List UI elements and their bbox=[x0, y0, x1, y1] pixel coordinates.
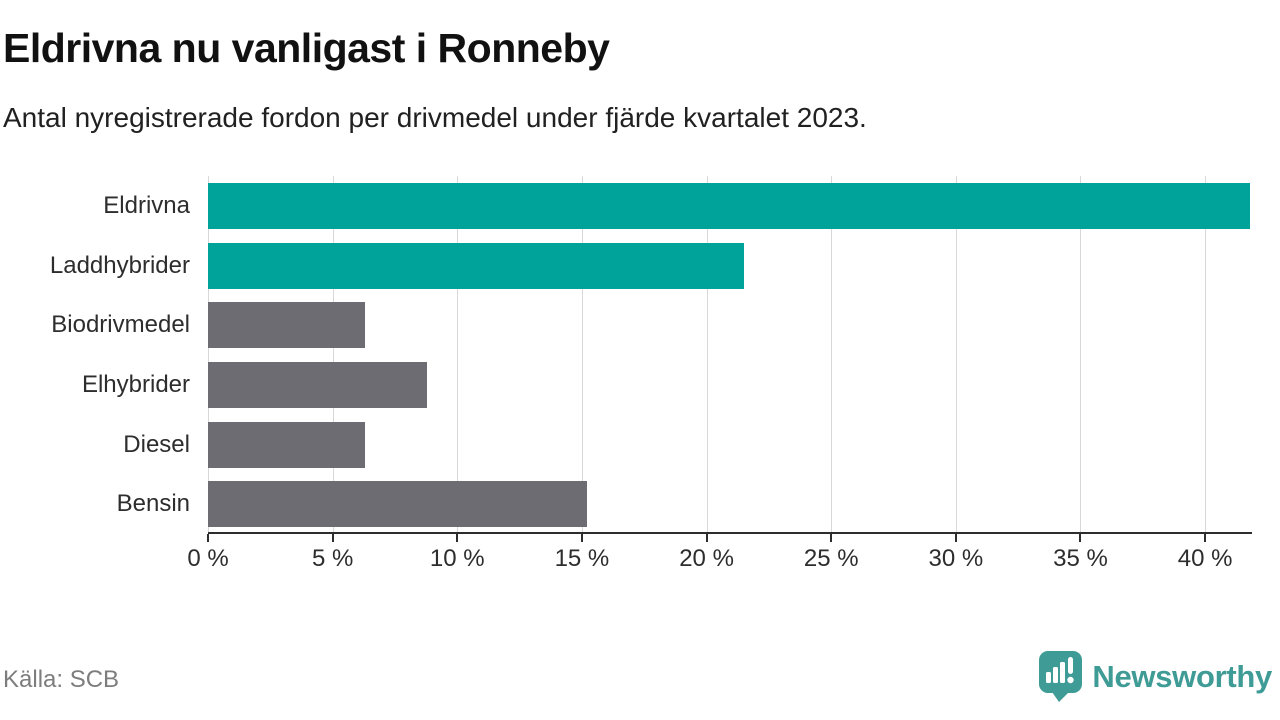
gridline bbox=[831, 176, 833, 534]
bar-label: Laddhybrider bbox=[49, 251, 190, 279]
bar-row: Laddhybrider bbox=[0, 236, 1250, 296]
bar-label: Elhybrider bbox=[81, 370, 190, 398]
bar-rows: Eldrivna Laddhybrider Biodrivmedel Elhybrid… bbox=[0, 176, 1250, 534]
bar-label: Biodrivmedel bbox=[51, 311, 190, 339]
x-tick-label: 25 % bbox=[803, 545, 859, 572]
bar bbox=[208, 302, 366, 349]
bar-track bbox=[208, 295, 1250, 355]
bar-row: Elhybrider bbox=[0, 355, 1250, 415]
bar-row: Biodrivmedel bbox=[0, 295, 1250, 355]
bar-row: Diesel bbox=[0, 415, 1250, 475]
x-tick bbox=[1079, 534, 1082, 542]
page-subtitle: Antal nyregistrerade fordon per drivmede… bbox=[3, 102, 867, 133]
bar-row: Eldrivna bbox=[0, 176, 1250, 236]
x-tick-label: 5 % bbox=[311, 545, 354, 572]
x-tick bbox=[207, 534, 209, 542]
gridline bbox=[457, 176, 459, 534]
x-tick bbox=[705, 534, 708, 542]
x-tick bbox=[954, 534, 957, 542]
gridline bbox=[955, 176, 957, 534]
x-tick-label: 30 % bbox=[928, 545, 984, 572]
x-tick bbox=[456, 534, 459, 542]
bar bbox=[208, 242, 744, 289]
x-tick bbox=[580, 534, 583, 542]
gridline bbox=[581, 176, 583, 534]
x-tick-label: 10 % bbox=[429, 545, 485, 572]
plot-area bbox=[208, 176, 1250, 534]
gridline bbox=[706, 176, 708, 534]
bar bbox=[208, 421, 366, 468]
x-axis-line bbox=[208, 532, 1252, 534]
x-tick bbox=[830, 534, 833, 542]
bar-label: Bensin bbox=[116, 490, 190, 518]
gridline bbox=[332, 176, 334, 534]
bar-track bbox=[208, 474, 1250, 534]
gridline bbox=[1205, 176, 1207, 534]
x-tick bbox=[1204, 534, 1207, 542]
bar-row: Bensin bbox=[0, 474, 1250, 534]
x-tick-label: 40 % bbox=[1177, 545, 1233, 572]
page-title: Eldrivna nu vanligast i Ronneby bbox=[3, 25, 610, 71]
bar-label: Eldrivna bbox=[103, 191, 190, 219]
x-tick bbox=[331, 534, 334, 542]
bar-track bbox=[208, 176, 1250, 236]
x-tick-label: 0 % bbox=[187, 545, 229, 572]
x-tick-label: 35 % bbox=[1053, 545, 1108, 572]
newsworthy-logo: Newsworthy bbox=[1038, 650, 1272, 703]
source-text: Källa: SCB bbox=[3, 666, 120, 693]
bar bbox=[208, 481, 587, 528]
bar bbox=[208, 361, 428, 408]
bar-track bbox=[208, 236, 1250, 296]
gridline bbox=[208, 176, 209, 534]
newsworthy-wordmark: Newsworthy bbox=[1092, 658, 1272, 694]
gridline bbox=[1080, 176, 1082, 534]
bar-chart: Eldrivna Laddhybrider Biodrivmedel Elhybrid… bbox=[0, 176, 1252, 542]
bar-track bbox=[208, 415, 1250, 475]
x-tick-label: 15 % bbox=[554, 545, 610, 572]
bar bbox=[208, 182, 1250, 229]
x-tick-labels: 0 % 5 % 10 % 15 % 20 % 25 % 30 % 35 % 40 % bbox=[187, 545, 1250, 575]
bar-label: Diesel bbox=[123, 430, 190, 458]
newsworthy-bubble-chart-icon bbox=[1039, 651, 1083, 702]
bar-track bbox=[208, 355, 1250, 415]
x-tick-label: 20 % bbox=[679, 545, 734, 572]
